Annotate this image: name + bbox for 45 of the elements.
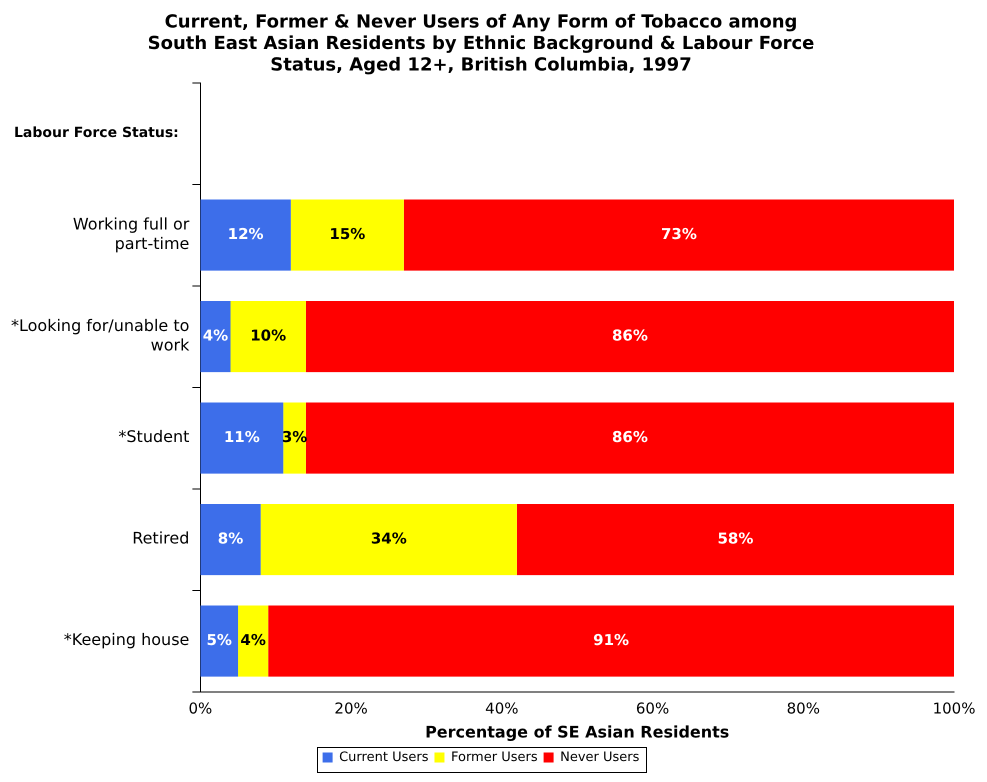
data-label: 86%	[612, 326, 648, 344]
data-label: 8%	[218, 529, 244, 548]
bar	[200, 301, 231, 372]
x-tick-label: 40%	[485, 700, 518, 718]
bar	[260, 504, 517, 576]
legend-label: Current Users	[339, 750, 429, 765]
bar	[306, 301, 954, 372]
bar	[230, 301, 306, 372]
data-label: 4%	[202, 326, 228, 344]
data-label: 15%	[329, 224, 366, 243]
data-label: 10%	[250, 326, 286, 344]
bar	[238, 606, 268, 677]
y-tick-label: *Keeping house	[64, 630, 190, 650]
data-label: 5%	[206, 630, 232, 649]
chart-title: Current, Former & Never Users of Any Form of Tobacco among South East Asian Residents by Ethnic Background & Labour Force Status, Aged 12+, British Columbia, 1997	[148, 11, 814, 76]
y-tick-label: Working full or part-time	[72, 214, 190, 253]
data-label: 86%	[612, 428, 648, 446]
bar	[200, 504, 261, 576]
bar	[268, 606, 954, 677]
x-tick-label: 20%	[334, 700, 368, 718]
y-tick-label: Retired	[132, 528, 190, 548]
x-axis-title: Percentage of SE Asian Residents	[425, 722, 730, 742]
bar	[200, 402, 284, 474]
bar	[200, 200, 291, 271]
x-tick-label: 100%	[932, 700, 976, 718]
data-label: 11%	[224, 428, 260, 446]
y-tick-label: *Looking for/unable to work	[11, 316, 190, 354]
legend-label: Former Users	[450, 750, 538, 765]
x-tick-label: 60%	[636, 700, 670, 718]
x-tick-label: 80%	[786, 700, 820, 718]
y-tick-label: *Student	[118, 427, 190, 446]
legend-label: Never Users	[560, 750, 640, 765]
data-label: 58%	[717, 529, 754, 548]
bar	[516, 504, 954, 576]
bar	[306, 402, 954, 474]
data-label: 12%	[228, 224, 264, 243]
data-label: 91%	[593, 630, 630, 649]
bar	[290, 200, 404, 271]
text: Labour Force Status:	[14, 125, 179, 142]
data-label: 4%	[240, 630, 266, 649]
bar	[404, 200, 954, 271]
data-label: 73%	[660, 224, 697, 243]
x-tick-label: 0%	[188, 700, 212, 718]
data-label: 34%	[370, 529, 407, 548]
bar	[200, 606, 238, 677]
